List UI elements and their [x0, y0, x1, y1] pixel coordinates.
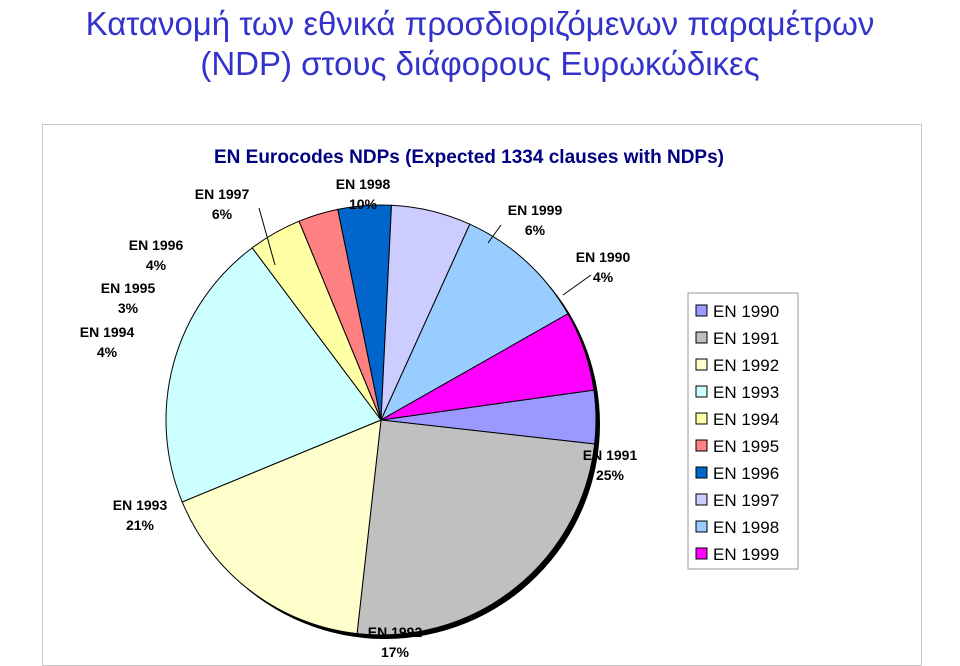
leader-lines	[258, 207, 592, 296]
pie-slice-en-1991	[356, 419, 596, 636]
slice-percent-en-1998: 10%	[349, 196, 378, 212]
legend-swatch-en-1999	[695, 547, 708, 560]
legend-swatch-en-1990	[695, 304, 708, 317]
slide-title-line1: Κατανομή των εθνικά προσδιοριζόμενων παρ…	[85, 5, 875, 42]
chart-title: EN Eurocodes NDPs (Expected 1334 clauses…	[214, 147, 724, 168]
slice-percent-en-1996: 4%	[146, 257, 167, 273]
legend-label-en-1997: EN 1997	[713, 491, 779, 510]
slice-label-en-1997: EN 1997	[195, 186, 250, 202]
leader-line-en-1999	[487, 224, 502, 244]
slice-percent-en-1994: 4%	[97, 344, 118, 360]
legend-swatch-en-1996	[695, 466, 708, 479]
pie-slice-en-1992	[181, 419, 382, 635]
legend-label-en-1999: EN 1999	[713, 545, 779, 564]
pie-slice-en-1993	[165, 247, 382, 503]
legend-label-en-1994: EN 1994	[713, 410, 779, 429]
slice-percent-en-1993: 21%	[126, 517, 155, 533]
legend-label-en-1998: EN 1998	[713, 518, 779, 537]
legend-swatch-en-1993	[695, 385, 708, 398]
slice-percent-en-1999: 6%	[525, 222, 546, 238]
pie-slices	[165, 204, 600, 639]
slice-labels: EN 1990 4% EN 1991 25% EN 1992 17% EN 1993 21% E…	[80, 176, 638, 660]
slice-label-en-1993: EN 1993	[113, 497, 168, 513]
legend-label-en-1992: EN 1992	[713, 356, 779, 375]
leader-line-en-1990	[562, 274, 592, 296]
legend: EN 1990 EN 1991 EN 1992 EN 1993 EN 1994 EN 19…	[687, 292, 799, 570]
legend-label-en-1996: EN 1996	[713, 464, 779, 483]
legend-label-en-1990: EN 1990	[713, 302, 779, 321]
legend-swatch-en-1994	[695, 412, 708, 425]
slice-label-en-1992: EN 1992	[368, 624, 423, 640]
legend-label-en-1991: EN 1991	[713, 329, 779, 348]
legend-swatch-en-1998	[695, 520, 708, 533]
slice-label-en-1999: EN 1999	[508, 202, 563, 218]
pie-slice-en-1998	[379, 223, 569, 422]
slice-percent-en-1995: 3%	[118, 300, 139, 316]
legend-swatch-en-1991	[695, 331, 708, 344]
slice-label-en-1995: EN 1995	[101, 280, 156, 296]
slice-label-en-1991: EN 1991	[583, 447, 638, 463]
slide-title-line2: (NDP) στους διάφορους Ευρωκώδικες	[200, 45, 760, 82]
slide-title: Κατανομή των εθνικά προσδιοριζόμενων παρ…	[0, 4, 960, 84]
chart-area: EN Eurocodes NDPs (Expected 1334 clauses…	[42, 124, 922, 666]
leader-line-en-1997	[258, 207, 276, 266]
slice-label-en-1996: EN 1996	[129, 237, 184, 253]
slice-percent-en-1991: 25%	[596, 467, 625, 483]
slice-label-en-1990: EN 1990	[576, 249, 631, 265]
slice-label-en-1994: EN 1994	[80, 324, 135, 340]
legend-label-en-1993: EN 1993	[713, 383, 779, 402]
pie-chart: EN Eurocodes NDPs (Expected 1334 clauses…	[80, 147, 799, 660]
slice-percent-en-1990: 4%	[593, 269, 614, 285]
slice-label-en-1998: EN 1998	[336, 176, 391, 192]
legend-swatch-en-1992	[695, 358, 708, 371]
legend-swatch-en-1997	[695, 493, 708, 506]
pie-slice-en-1999	[380, 313, 595, 421]
legend-swatch-en-1995	[695, 439, 708, 452]
slice-percent-en-1992: 17%	[381, 644, 410, 660]
legend-label-en-1995: EN 1995	[713, 437, 779, 456]
slice-percent-en-1997: 6%	[212, 206, 233, 222]
